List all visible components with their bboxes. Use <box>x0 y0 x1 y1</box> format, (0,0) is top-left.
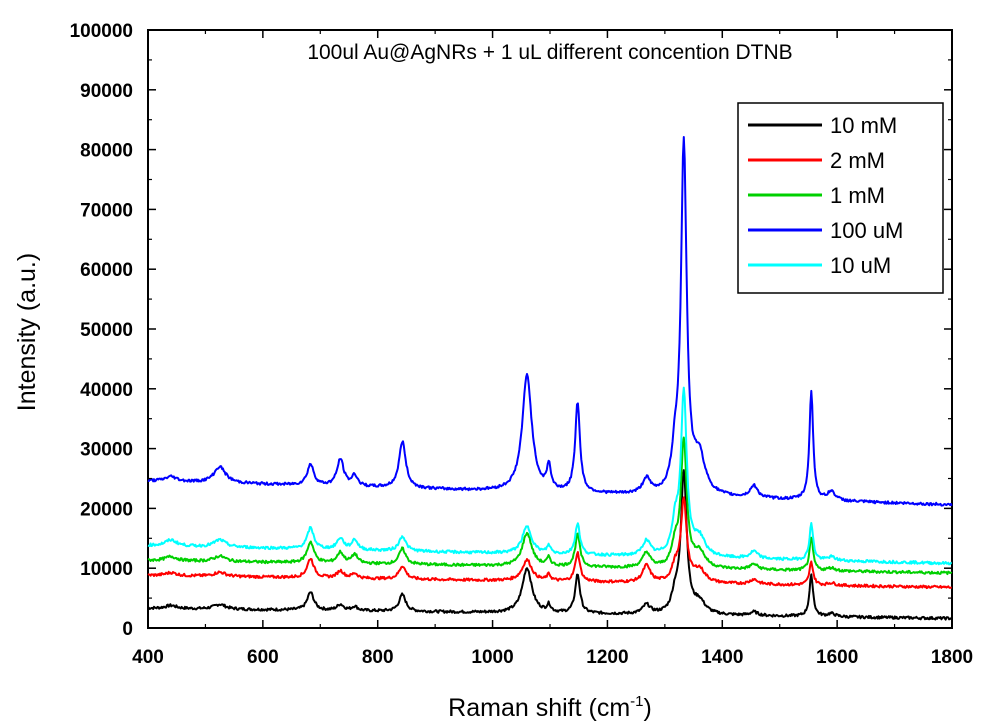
x-tick-label: 1800 <box>931 647 973 668</box>
x-tick-label: 1200 <box>586 647 628 668</box>
x-tick-label: 800 <box>362 647 394 668</box>
series-line <box>147 136 953 507</box>
y-tick-label: 50000 <box>80 320 133 341</box>
series-line <box>147 496 952 590</box>
legend-label: 1 mM <box>830 183 885 208</box>
chart-title: 100ul Au@AgNRs + 1 uL different concenti… <box>307 41 792 64</box>
legend-label: 100 uM <box>830 218 903 243</box>
y-tick-label: 70000 <box>80 200 133 221</box>
y-tick-label: 60000 <box>80 260 133 281</box>
x-tick-label: 1600 <box>816 647 858 668</box>
x-tick-label: 1000 <box>471 647 513 668</box>
x-tick-label: 1400 <box>701 647 743 668</box>
legend-box <box>737 102 944 294</box>
y-tick-label: 10000 <box>80 559 133 580</box>
legend-label: 10 mM <box>830 113 897 138</box>
legend: 10 mM 2 mM 1 mM 100 uM 10 uM <box>737 102 944 294</box>
y-tick-label: 90000 <box>80 81 133 102</box>
y-tick-label: 80000 <box>80 141 133 162</box>
x-tick-label: 400 <box>132 647 164 668</box>
tick-layer: 400 600 800 1000 1200 1400 1600 1800 0 10000 20000… <box>70 21 974 668</box>
y-tick-label: 0 <box>122 619 133 640</box>
y-tick-label: 40000 <box>80 380 133 401</box>
y-tick-label: 20000 <box>80 499 133 520</box>
series-line <box>147 386 953 566</box>
y-axis-title: Intensity (a.u.) <box>13 253 41 411</box>
y-tick-label: 100000 <box>70 21 133 42</box>
legend-label: 2 mM <box>830 148 885 173</box>
series-line <box>147 436 953 576</box>
series-layer <box>147 136 953 621</box>
x-tick-label: 600 <box>247 647 279 668</box>
x-axis-title: Raman shift (cm-1) <box>448 693 652 722</box>
series-line <box>147 469 953 621</box>
y-tick-label: 30000 <box>80 440 133 461</box>
legend-label: 10 uM <box>830 253 891 278</box>
